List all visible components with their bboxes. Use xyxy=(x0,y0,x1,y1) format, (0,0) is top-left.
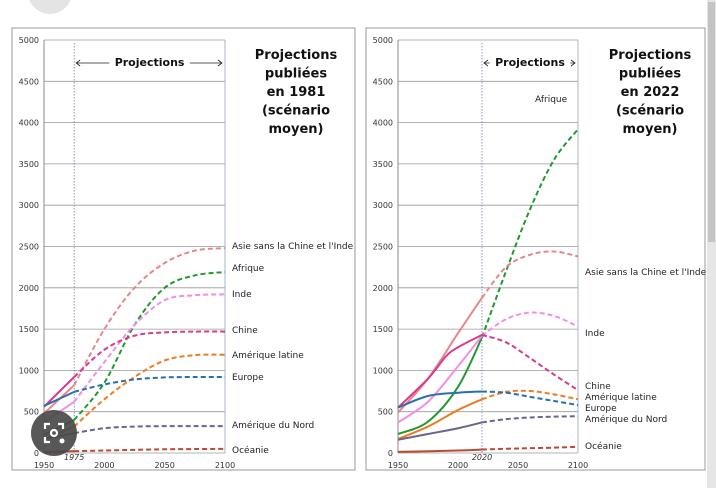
x-tick-label: 2000 xyxy=(94,461,114,470)
chart-title-line: en 2022 xyxy=(621,85,680,100)
series-label-amerique-latine: Amérique latine xyxy=(232,350,304,361)
series-line-historical-asie-sans-la-chine-et-l-inde xyxy=(397,297,483,414)
series-label-europe: Europe xyxy=(585,404,617,414)
series-label-chine: Chine xyxy=(232,326,258,336)
series-label-amerique-latine: Amérique latine xyxy=(585,392,657,403)
chart-title-line: Projections xyxy=(609,48,692,63)
projections-label: Projections xyxy=(115,56,185,69)
y-tick-label: 2000 xyxy=(19,284,39,293)
series-line-historical-europe xyxy=(43,390,75,407)
x-tick-label: 1950 xyxy=(34,461,54,470)
chart-title-line: publiées xyxy=(619,67,681,82)
series-label-oceanie: Océanie xyxy=(232,445,269,456)
y-tick-label: 3500 xyxy=(19,160,39,169)
series-line-projection-amerique-du-nord xyxy=(481,415,579,424)
series-line-projection-afrique xyxy=(481,128,579,338)
lens-button[interactable] xyxy=(31,410,77,456)
chart-title-line: publiées xyxy=(265,67,327,82)
projection-start-year: 1975 xyxy=(64,453,84,462)
y-tick-label: 4500 xyxy=(373,77,393,86)
arrow-right-icon xyxy=(189,59,223,67)
chart-2022: 0 500 1000 1500 2000 2500 3000 3500 4000 4500 5000… xyxy=(365,27,707,471)
series-line-projection-oceanie xyxy=(74,447,226,453)
y-tick-label: 5000 xyxy=(19,36,39,45)
chart-title-line: (scénario xyxy=(616,104,684,119)
chart-title-line: Projections xyxy=(255,48,338,63)
y-tick-label: 3000 xyxy=(373,201,393,210)
series-line-historical-inde xyxy=(397,335,483,424)
series-line-historical-chine xyxy=(397,333,483,409)
series-line-projection-amerique-latine xyxy=(73,353,226,428)
series-line-projection-chine xyxy=(481,333,579,392)
y-tick-label: 1500 xyxy=(19,325,39,334)
y-tick-label: 2000 xyxy=(373,284,393,293)
series-label-chine: Chine xyxy=(585,382,611,392)
scrollbar[interactable] xyxy=(707,0,716,488)
series-line-projection-europe xyxy=(481,390,579,407)
projection-start-year: 2020 xyxy=(472,453,492,462)
x-tick-label: 2050 xyxy=(154,461,174,470)
y-tick-label: 0 xyxy=(388,449,393,458)
arrow-right-icon xyxy=(570,59,576,67)
y-tick-label: 3000 xyxy=(19,201,39,210)
arrow-left-icon xyxy=(483,59,490,67)
series-label-amerique-du-nord: Amérique du Nord xyxy=(585,414,667,425)
series-line-historical-amerique-du-nord xyxy=(397,421,483,441)
y-tick-label: 1500 xyxy=(373,325,393,334)
chart-frame xyxy=(365,27,706,471)
projections-label: Projections xyxy=(495,56,565,69)
series-line-historical-oceanie xyxy=(397,448,483,453)
series-line-historical-afrique xyxy=(397,336,483,435)
chart-frame xyxy=(11,27,356,471)
x-tick-label: 2100 xyxy=(215,461,235,470)
y-tick-label: 500 xyxy=(378,408,393,417)
y-tick-label: 5000 xyxy=(373,36,393,45)
x-tick-label: 2050 xyxy=(508,461,528,470)
x-tick-label: 1950 xyxy=(388,461,408,470)
y-tick-label: 1000 xyxy=(373,366,393,375)
series-line-projection-chine xyxy=(73,330,226,378)
series-line-projection-asie-sans-la-chine-et-l-inde xyxy=(481,250,579,299)
series-line-historical-europe xyxy=(397,390,483,409)
y-tick-label: 2500 xyxy=(19,243,39,252)
y-tick-label: 3500 xyxy=(373,160,393,169)
series-label-oceanie: Océanie xyxy=(585,441,622,452)
y-tick-label: 2500 xyxy=(373,243,393,252)
y-tick-label: 4500 xyxy=(19,77,39,86)
series-label-asie-sans-la-chine-et-l-inde: Asie sans la Chine et l'Inde xyxy=(585,268,707,278)
y-tick-label: 4000 xyxy=(373,119,393,128)
lens-icon xyxy=(43,422,65,444)
series-label-afrique: Afrique xyxy=(232,264,265,274)
chart-title-line: moyen) xyxy=(269,122,324,137)
series-line-projection-inde xyxy=(73,293,226,403)
arrow-left-icon xyxy=(75,59,110,67)
series-label-amerique-du-nord: Amérique du Nord xyxy=(232,420,314,431)
series-line-projection-asie-sans-la-chine-et-l-inde xyxy=(73,247,226,386)
series-line-historical-amerique-latine xyxy=(397,398,483,440)
top-overlay-button[interactable] xyxy=(28,0,72,14)
y-tick-label: 500 xyxy=(24,408,39,417)
series-label-afrique: Afrique xyxy=(535,95,568,105)
series-line-projection-amerique-du-nord xyxy=(74,425,225,435)
y-tick-label: 4000 xyxy=(19,119,39,128)
series-label-inde: Inde xyxy=(585,329,605,339)
series-line-projection-inde xyxy=(481,311,579,337)
x-tick-label: 2000 xyxy=(448,461,468,470)
chart-title-line: (scénario xyxy=(262,104,330,119)
chart-title-line: moyen) xyxy=(623,122,678,137)
series-line-projection-europe xyxy=(73,375,226,393)
chart-title-line: en 1981 xyxy=(267,85,326,100)
chart-1981: 0 500 1000 1500 2000 2500 3000 3500 4000 4500 5000… xyxy=(11,27,356,471)
scrollbar-thumb[interactable] xyxy=(708,2,715,242)
x-tick-label: 2100 xyxy=(568,461,588,470)
series-line-projection-amerique-latine xyxy=(481,389,579,401)
y-tick-label: 1000 xyxy=(19,366,39,375)
series-label-europe: Europe xyxy=(232,373,264,383)
series-label-asie-sans-la-chine-et-l-inde: Asie sans la Chine et l'Inde xyxy=(232,242,354,252)
y-tick-label: 0 xyxy=(34,449,39,458)
series-label-inde: Inde xyxy=(232,290,252,300)
